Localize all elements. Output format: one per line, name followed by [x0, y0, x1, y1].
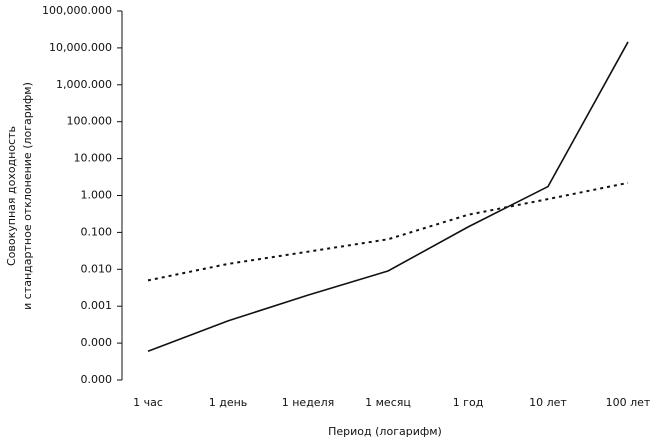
x-tick-label: 100 лет — [606, 396, 651, 409]
y-tick-label: 0.000 — [81, 373, 113, 386]
x-axis-label: Период (логарифм) — [328, 425, 442, 438]
x-tick-label: 1 неделя — [282, 396, 334, 409]
y-tick-label: 10.000 — [74, 152, 113, 165]
y-tick-label: 100.000 — [67, 115, 113, 128]
y-tick-label: 100,000.000 — [42, 4, 112, 17]
y-tick-label: 0.000 — [81, 336, 113, 349]
series-line — [147, 181, 629, 282]
y-axis-label: Совокупная доходность и стандартное откл… — [5, 82, 34, 310]
y-tick-label: 0.001 — [81, 299, 113, 312]
x-tick-label: 1 год — [453, 396, 484, 409]
y-tick-label: 1,000.000 — [56, 78, 112, 91]
x-tick-label: 1 месяц — [365, 396, 411, 409]
x-tick-label: 1 день — [209, 396, 248, 409]
y-tick-label: 1.000 — [81, 189, 113, 202]
y-tick-label: 0.010 — [81, 262, 113, 275]
y-axis-label-line: и стандартное отклонение (логарифм) — [21, 82, 34, 310]
y-axis-label-line: Совокупная доходность — [5, 126, 18, 266]
x-tick-label: 1 час — [133, 396, 163, 409]
x-tick-label: 10 лет — [529, 396, 567, 409]
y-tick-label: 10,000.000 — [49, 41, 112, 54]
series-line — [147, 41, 629, 353]
y-tick-label: 0.100 — [81, 225, 113, 238]
